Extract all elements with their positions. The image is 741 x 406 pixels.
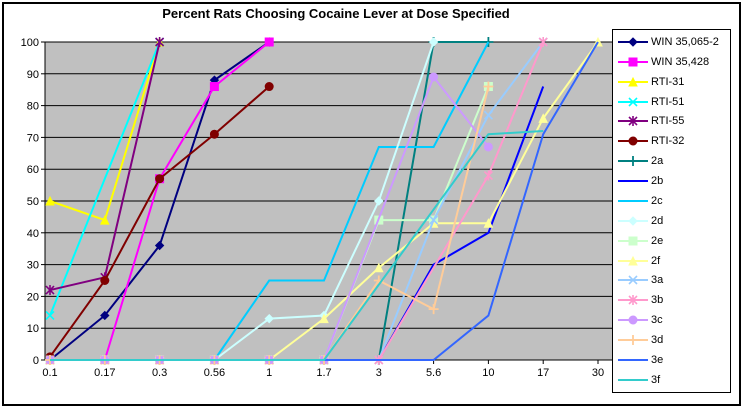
legend-label: 2b bbox=[651, 175, 664, 188]
legend-item-2d: 2d bbox=[617, 211, 730, 230]
legend-label: 2d bbox=[651, 214, 664, 227]
legend-item-win-35-428: WIN 35,428 bbox=[617, 52, 730, 71]
legend-label: WIN 35,428 bbox=[651, 55, 710, 68]
legend-item-rti-55: RTI-55 bbox=[617, 112, 730, 131]
legend-swatch-none-icon bbox=[618, 378, 648, 381]
legend-label: 3f bbox=[651, 373, 661, 386]
legend-label: RTI-32 bbox=[651, 135, 685, 148]
legend-swatch-square-icon bbox=[618, 57, 648, 67]
legend-label: 3d bbox=[651, 334, 664, 347]
series-line bbox=[103, 41, 270, 361]
legend-item-3d: 3d bbox=[617, 331, 730, 350]
y-axis-label-60: 60 bbox=[27, 164, 39, 176]
series-line bbox=[50, 130, 544, 361]
x-axis-label-0.1: 0.1 bbox=[42, 367, 57, 379]
legend-item-3a: 3a bbox=[617, 271, 730, 290]
series-2c bbox=[213, 41, 490, 361]
y-axis-label-40: 40 bbox=[27, 228, 39, 240]
legend-label: 3b bbox=[651, 294, 664, 307]
legend-item-win-35-065-2: WIN 35,065-2 bbox=[617, 32, 730, 51]
legend-item-rti-32: RTI-32 bbox=[617, 132, 730, 151]
y-axis-label-70: 70 bbox=[27, 132, 39, 144]
legend-swatch-x-icon bbox=[618, 96, 648, 107]
legend-item-3e: 3e bbox=[617, 350, 730, 369]
y-axis-label-0: 0 bbox=[33, 355, 39, 367]
x-axis-label-0.56: 0.56 bbox=[204, 367, 225, 379]
legend-label: 2a bbox=[651, 155, 664, 168]
legend-item-3c: 3c bbox=[617, 311, 730, 330]
legend-swatch-star-icon bbox=[618, 295, 648, 306]
legend-swatch-circle-icon bbox=[618, 136, 648, 146]
legend-label: 2f bbox=[651, 254, 661, 267]
legend-label: WIN 35,065-2 bbox=[651, 35, 719, 48]
chart-title: Percent Rats Choosing Cocaine Lever at D… bbox=[162, 6, 510, 21]
x-axis-label-1: 1 bbox=[266, 367, 272, 379]
legend-label: 3a bbox=[651, 274, 664, 287]
x-axis-label-3: 3 bbox=[376, 367, 382, 379]
series-line bbox=[213, 41, 490, 361]
legend-label: 2c bbox=[651, 194, 663, 207]
legend-item-2a: 2a bbox=[617, 152, 730, 171]
legend-swatch-x-icon bbox=[618, 275, 648, 286]
y-axis-label-80: 80 bbox=[27, 101, 39, 113]
legend-label: 3c bbox=[651, 314, 663, 327]
legend-item-3f: 3f bbox=[617, 370, 730, 389]
y-axis-label-50: 50 bbox=[27, 196, 39, 208]
legend-item-2b: 2b bbox=[617, 172, 730, 191]
x-axis-label-17: 17 bbox=[537, 367, 549, 379]
legend-swatch-none-icon bbox=[618, 358, 648, 361]
legend-swatch-none-icon bbox=[618, 180, 648, 183]
legend-item-rti-31: RTI-31 bbox=[617, 72, 730, 91]
legend-label: RTI-51 bbox=[651, 95, 685, 108]
legend-swatch-circle-icon bbox=[618, 315, 648, 325]
legend-item-rti-51: RTI-51 bbox=[617, 92, 730, 111]
legend-label: 2e bbox=[651, 234, 664, 247]
legend-label: 3e bbox=[651, 353, 664, 366]
x-axis-label-5.6: 5.6 bbox=[426, 367, 441, 379]
x-axis-label-30: 30 bbox=[592, 367, 604, 379]
legend-swatch-none-icon bbox=[618, 199, 648, 202]
legend-item-2c: 2c bbox=[617, 191, 730, 210]
legend-item-2f: 2f bbox=[617, 251, 730, 270]
legend-swatch-plus-icon bbox=[618, 156, 648, 167]
legend-swatch-diamond-icon bbox=[618, 37, 648, 47]
legend-swatch-triangle-icon bbox=[618, 76, 648, 87]
y-axis-label-30: 30 bbox=[27, 260, 39, 272]
y-axis-label-20: 20 bbox=[27, 291, 39, 303]
x-axis-label-1.7: 1.7 bbox=[316, 367, 331, 379]
x-axis-label-0.17: 0.17 bbox=[94, 367, 115, 379]
y-axis-label-100: 100 bbox=[21, 37, 39, 49]
legend-swatch-plus-icon bbox=[618, 335, 648, 346]
x-axis-label-0.3: 0.3 bbox=[152, 367, 167, 379]
legend-label: RTI-31 bbox=[651, 75, 685, 88]
y-axis-label-10: 10 bbox=[27, 323, 39, 335]
chart-legend: WIN 35,065-2 WIN 35,428 RTI-31 RTI-51 RTI-55… bbox=[612, 29, 731, 393]
legend-label: RTI-55 bbox=[651, 115, 685, 128]
legend-swatch-square-icon bbox=[618, 236, 648, 246]
x-axis-label-10: 10 bbox=[482, 367, 494, 379]
series-line bbox=[49, 41, 161, 316]
legend-swatch-triangle-icon bbox=[618, 255, 648, 266]
legend-swatch-star-icon bbox=[618, 116, 648, 127]
series-3f bbox=[50, 130, 544, 361]
y-axis-label-90: 90 bbox=[27, 69, 39, 81]
legend-swatch-diamond-icon bbox=[618, 216, 648, 226]
legend-item-3b: 3b bbox=[617, 291, 730, 310]
legend-item-2e: 2e bbox=[617, 231, 730, 250]
